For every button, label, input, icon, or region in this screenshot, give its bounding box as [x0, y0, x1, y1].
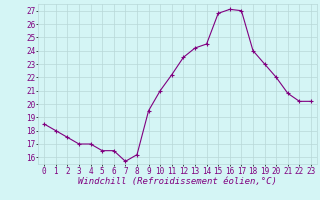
X-axis label: Windchill (Refroidissement éolien,°C): Windchill (Refroidissement éolien,°C)	[78, 177, 277, 186]
